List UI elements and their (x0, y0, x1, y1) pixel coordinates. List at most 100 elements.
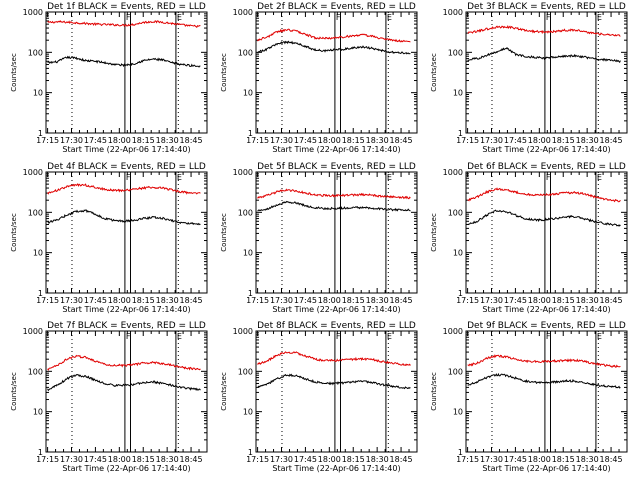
y-tick-label: 1 (248, 448, 253, 457)
lld-rate-line (257, 351, 411, 366)
events-rate-line (257, 40, 411, 55)
events-rate-line (47, 55, 201, 68)
y-tick-label: 1000 (443, 8, 463, 17)
x-tick-label: 18:00 (528, 136, 551, 145)
x-tick-label: 18:00 (318, 455, 341, 464)
plot-frame (255, 11, 418, 134)
x-tick-label: 18:15 (342, 455, 365, 464)
panel-title: Det 7f BLACK = Events, RED = LLD (47, 321, 206, 331)
panel-det-4: Det 4f BLACK = Events, RED = LLD 1 10 100 10… (10, 162, 208, 314)
y-tick-label: 10 (243, 249, 253, 258)
x-axis-label: Start Time (22-Apr-06 17:14:40) (62, 145, 190, 154)
x-tick-label: 18:30 (576, 455, 599, 464)
x-tick-label: 18:30 (366, 455, 389, 464)
time-marker-label: F (336, 332, 341, 341)
y-axis-label: Counts/sec (220, 372, 228, 411)
x-axis-label: Start Time (22-Apr-06 17:14:40) (272, 145, 400, 154)
time-marker-label: F (546, 173, 551, 182)
x-axis-label: Start Time (22-Apr-06 17:14:40) (62, 305, 190, 314)
time-marker-label: E (387, 173, 392, 182)
time-marker-label: E (597, 13, 602, 22)
panel-title: Det 9f BLACK = Events, RED = LLD (467, 321, 626, 331)
y-axis-label: Counts/sec (430, 372, 438, 411)
x-axis-label: Start Time (22-Apr-06 17:14:40) (482, 305, 610, 314)
x-tick-label: 17:30 (60, 136, 83, 145)
x-tick-label: 17:45 (294, 136, 317, 145)
lld-rate-line (467, 354, 621, 368)
plot-frame (465, 11, 628, 134)
x-tick-label: 18:45 (390, 136, 413, 145)
x-tick-label: 18:15 (132, 296, 155, 305)
events-rate-line (257, 373, 411, 390)
x-tick-label: 18:00 (318, 296, 341, 305)
x-tick-label: 17:30 (270, 455, 293, 464)
x-tick-label: 17:45 (504, 296, 527, 305)
panel-title: Det 6f BLACK = Events, RED = LLD (467, 162, 626, 172)
x-tick-label: 18:45 (180, 296, 203, 305)
y-tick-label: 1000 (23, 327, 43, 336)
panel-det-9: Det 9f BLACK = Events, RED = LLD 1 10 100 10… (430, 321, 628, 473)
y-tick-label: 1000 (443, 168, 463, 177)
panel-title: Det 5f BLACK = Events, RED = LLD (257, 162, 416, 172)
x-tick-label: 18:45 (180, 136, 203, 145)
y-axis-label: Counts/sec (430, 53, 438, 92)
x-tick-label: 18:45 (180, 455, 203, 464)
time-marker-label: F (126, 13, 131, 22)
x-tick-label: 18:00 (108, 455, 131, 464)
x-tick-label: 18:15 (552, 136, 575, 145)
plot-frame (465, 171, 628, 294)
panel-det-5: Det 5f BLACK = Events, RED = LLD 1 10 100 10… (220, 162, 418, 314)
x-tick-label: 18:45 (600, 296, 623, 305)
y-tick-label: 1000 (443, 327, 463, 336)
x-tick-label: 18:15 (342, 296, 365, 305)
y-axis-label: Counts/sec (220, 213, 228, 252)
y-axis-label: Counts/sec (10, 372, 18, 411)
lld-rate-line (47, 183, 201, 195)
y-tick-label: 1000 (233, 168, 253, 177)
x-tick-label: 18:30 (576, 296, 599, 305)
y-tick-label: 10 (453, 408, 463, 417)
events-rate-line (47, 209, 201, 226)
plot-frame (255, 171, 418, 294)
x-tick-label: 17:45 (504, 455, 527, 464)
y-tick-label: 100 (238, 208, 253, 217)
x-tick-label: 18:15 (132, 455, 155, 464)
panel-det-6: Det 6f BLACK = Events, RED = LLD 1 10 100 10… (430, 162, 628, 314)
x-tick-label: 18:00 (528, 296, 551, 305)
x-tick-label: 17:15 (246, 455, 269, 464)
x-tick-label: 17:30 (480, 455, 503, 464)
time-marker-label: F (546, 332, 551, 341)
time-marker-label: F (546, 13, 551, 22)
x-axis-label: Start Time (22-Apr-06 17:14:40) (272, 305, 400, 314)
x-tick-label: 17:15 (36, 136, 59, 145)
y-tick-label: 100 (28, 208, 43, 217)
time-marker-label: E (177, 173, 182, 182)
y-tick-label: 1000 (233, 327, 253, 336)
y-tick-label: 1000 (233, 8, 253, 17)
x-tick-label: 17:15 (36, 455, 59, 464)
x-tick-label: 18:30 (366, 296, 389, 305)
x-tick-label: 17:45 (84, 455, 107, 464)
y-axis-label: Counts/sec (430, 213, 438, 252)
x-tick-label: 18:45 (390, 296, 413, 305)
x-tick-label: 17:45 (84, 136, 107, 145)
x-tick-label: 17:30 (480, 136, 503, 145)
x-tick-label: 18:30 (156, 296, 179, 305)
x-tick-label: 17:45 (504, 136, 527, 145)
plot-frame (45, 171, 208, 294)
plot-frame (45, 330, 208, 453)
x-tick-label: 18:15 (342, 136, 365, 145)
time-marker-label: E (177, 13, 182, 22)
y-tick-label: 1 (38, 289, 43, 298)
events-rate-line (467, 209, 621, 227)
x-axis-label: Start Time (22-Apr-06 17:14:40) (62, 464, 190, 473)
x-tick-label: 18:15 (132, 136, 155, 145)
panel-det-2: Det 2f BLACK = Events, RED = LLD 1 10 100 10… (220, 2, 418, 154)
x-tick-label: 18:15 (552, 455, 575, 464)
y-tick-label: 1 (38, 129, 43, 138)
x-tick-label: 17:30 (270, 136, 293, 145)
time-marker-label: E (597, 173, 602, 182)
y-tick-label: 1 (248, 289, 253, 298)
panel-title: Det 1f BLACK = Events, RED = LLD (47, 2, 206, 12)
y-tick-label: 100 (238, 367, 253, 376)
